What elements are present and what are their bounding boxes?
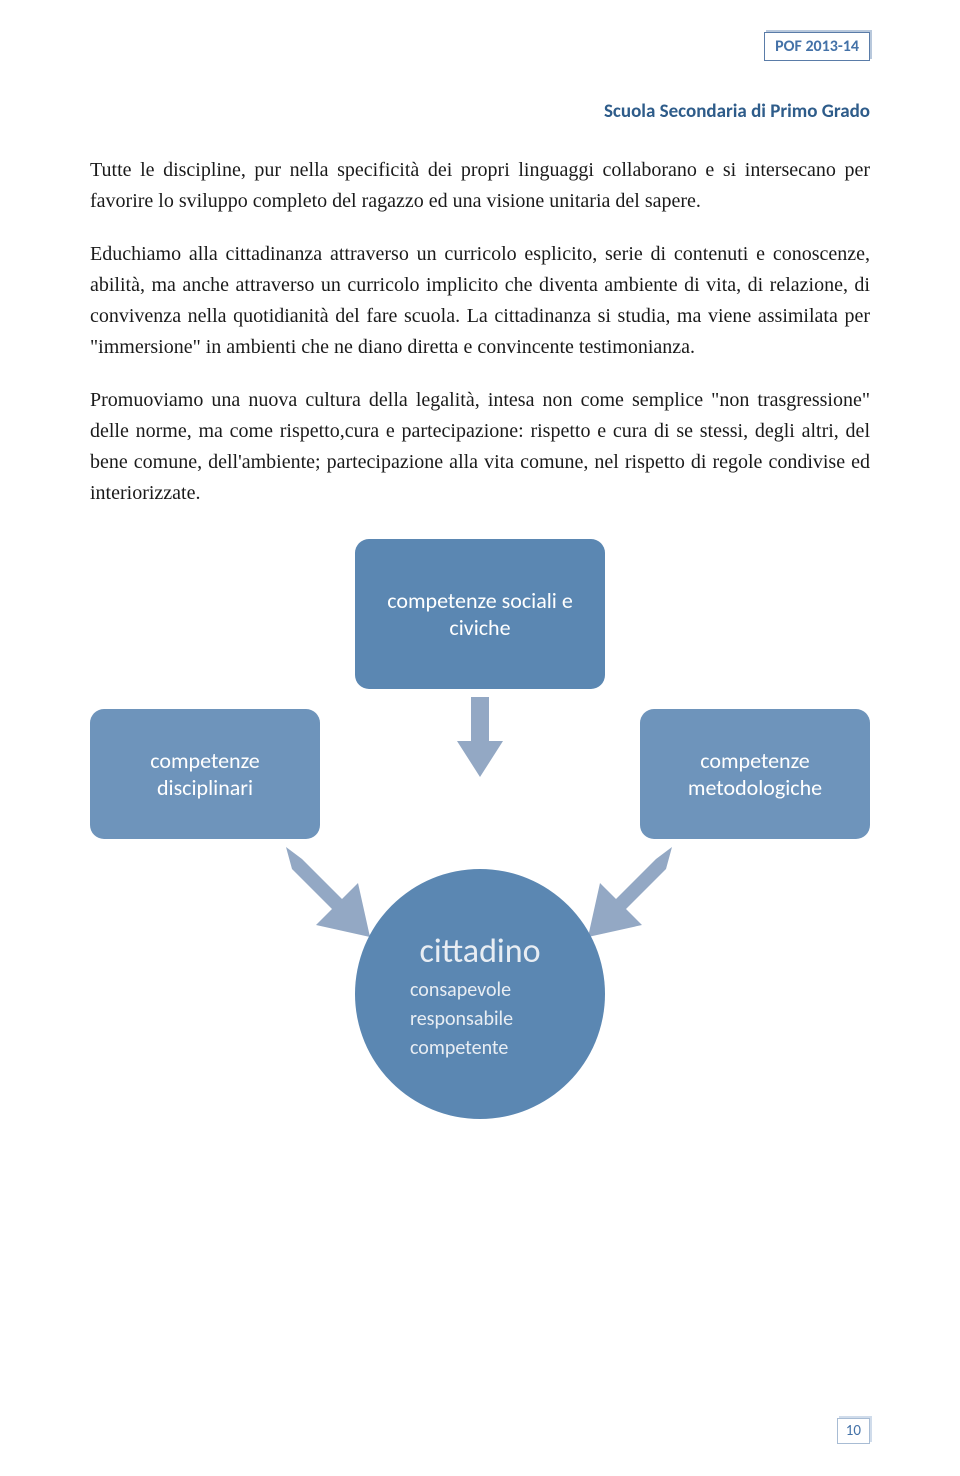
box-label: competenze disciplinari — [106, 747, 304, 802]
circle-main-label: cittadino — [419, 931, 540, 972]
box-competenze-sociali: competenze sociali e civiche — [355, 539, 605, 689]
circle-sub-label: competente — [410, 1034, 550, 1063]
paragraph-1: Tutte le discipline, pur nella specifici… — [90, 155, 870, 217]
arrow-diag-right-icon — [280, 847, 370, 937]
box-label: competenze metodologiche — [656, 747, 854, 802]
circle-cittadino: cittadino consapevole responsabile compe… — [355, 869, 605, 1119]
paragraph-3: Promuoviamo una nuova cultura della lega… — [90, 385, 870, 509]
header-badge: POF 2013-14 — [764, 32, 870, 61]
page-subtitle: Scuola Secondaria di Primo Grado — [90, 100, 870, 123]
paragraph-2: Educhiamo alla cittadinanza attraverso u… — [90, 239, 870, 363]
arrow-diag-left-icon — [588, 847, 678, 937]
arrow-down-icon — [457, 697, 503, 777]
box-competenze-metodologiche: competenze metodologiche — [640, 709, 870, 839]
page-number: 10 — [837, 1418, 870, 1444]
circle-sub-label: responsabile — [410, 1005, 550, 1034]
circle-sub-label: consapevole — [410, 976, 550, 1005]
competenze-diagram: competenze sociali e civiche competenze … — [90, 539, 870, 1119]
box-competenze-disciplinari: competenze disciplinari — [90, 709, 320, 839]
box-label: competenze sociali e civiche — [371, 587, 589, 642]
